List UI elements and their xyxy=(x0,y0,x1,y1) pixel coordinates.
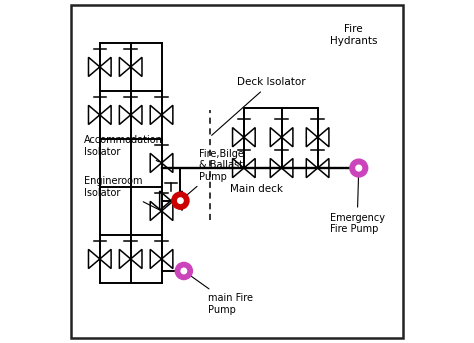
Circle shape xyxy=(172,192,189,209)
Text: Main deck: Main deck xyxy=(230,184,283,193)
Text: Deck Isolator: Deck Isolator xyxy=(211,77,306,135)
Circle shape xyxy=(350,159,368,177)
Circle shape xyxy=(178,198,183,203)
Text: Fire
Hydrants: Fire Hydrants xyxy=(330,24,377,46)
Circle shape xyxy=(175,262,192,280)
Text: Engineroom
Isolator: Engineroom Isolator xyxy=(84,176,159,210)
Circle shape xyxy=(356,165,362,171)
Text: Emergency
Fire Pump: Emergency Fire Pump xyxy=(329,172,384,234)
Text: Fire,Bilge
& Ballast
Pump: Fire,Bilge & Ballast Pump xyxy=(182,149,244,199)
Text: main Fire
Pump: main Fire Pump xyxy=(186,273,253,315)
FancyBboxPatch shape xyxy=(71,5,403,338)
Circle shape xyxy=(181,268,187,274)
Text: Accommodation
Isolator: Accommodation Isolator xyxy=(84,135,163,162)
